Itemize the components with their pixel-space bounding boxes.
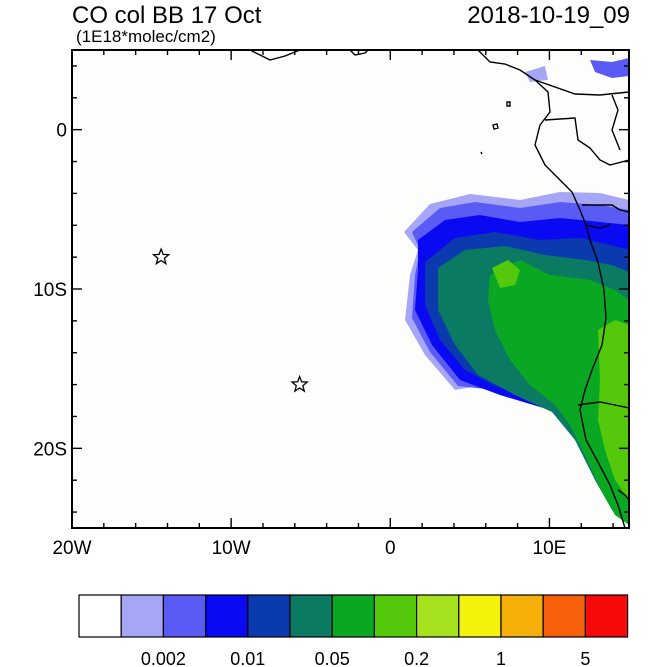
border-interior-north bbox=[611, 94, 621, 151]
plume-level-02-east bbox=[598, 320, 629, 500]
border-gabon-congo bbox=[544, 117, 629, 166]
x-tick-label: 0 bbox=[385, 538, 396, 559]
colorbar-label: 0.2 bbox=[404, 649, 429, 667]
units-label: (1E18*molec/cm2) bbox=[76, 27, 216, 46]
colorbar-box bbox=[500, 594, 544, 638]
colorbar-box bbox=[542, 594, 587, 638]
y-tick-label: 0 bbox=[56, 121, 67, 142]
x-tick-label: 10E bbox=[533, 538, 567, 559]
colorbar-box bbox=[205, 594, 249, 638]
co-plume-layer bbox=[404, 58, 629, 525]
station-markers bbox=[151, 247, 309, 393]
colorbar-label: 5 bbox=[580, 649, 590, 667]
border-angola-namibia bbox=[577, 401, 629, 409]
plume-level-01 bbox=[488, 260, 629, 525]
x-tick-label: 10W bbox=[212, 538, 251, 559]
island-bioko bbox=[506, 101, 511, 107]
plume-level-02 bbox=[492, 260, 520, 288]
island-sao-tome bbox=[492, 123, 499, 130]
star-marker-2 bbox=[290, 374, 309, 393]
colorbar-box bbox=[584, 594, 629, 638]
coastline-fragment bbox=[349, 50, 369, 56]
star-marker-1 bbox=[151, 247, 171, 266]
colorbar-box bbox=[120, 594, 164, 638]
border-cabinda bbox=[584, 224, 611, 229]
axis-labels: 20W 10W 0 10E 0 10S 20S bbox=[33, 121, 566, 559]
colorbar-box bbox=[78, 594, 122, 638]
colorbar-box bbox=[416, 594, 460, 638]
colorbar-box bbox=[247, 594, 291, 638]
colorbar-label: 0.002 bbox=[141, 649, 186, 667]
colorbar-label: 0.01 bbox=[230, 649, 265, 667]
border-cameroon-gabon bbox=[534, 79, 629, 96]
island-annobon bbox=[480, 151, 483, 155]
x-tick-label: 20W bbox=[52, 538, 91, 559]
date-label: 2018-10-19_09 bbox=[467, 2, 630, 29]
y-tick-label: 10S bbox=[33, 280, 67, 301]
colorbar-box bbox=[373, 594, 418, 638]
colorbar-box bbox=[289, 594, 333, 638]
border-drc-angola bbox=[582, 204, 629, 213]
colorbar-box bbox=[331, 594, 376, 638]
coastline-gulf-north bbox=[249, 50, 301, 61]
colorbar-box bbox=[162, 594, 207, 638]
colorbar-label: 0.05 bbox=[315, 649, 350, 667]
coastlines bbox=[249, 50, 629, 528]
border-orange-river bbox=[617, 489, 629, 501]
colorbar-label: 1 bbox=[496, 649, 506, 667]
colorbar-box bbox=[458, 594, 502, 638]
plot-title: CO col BB 17 Oct bbox=[72, 2, 262, 29]
y-tick-label: 20S bbox=[33, 439, 67, 460]
axis-ticks bbox=[71, 50, 629, 528]
colorbar: 0.002 0.01 0.05 0.2 1 5 bbox=[78, 594, 629, 667]
plume-patch-northeast bbox=[590, 58, 629, 78]
